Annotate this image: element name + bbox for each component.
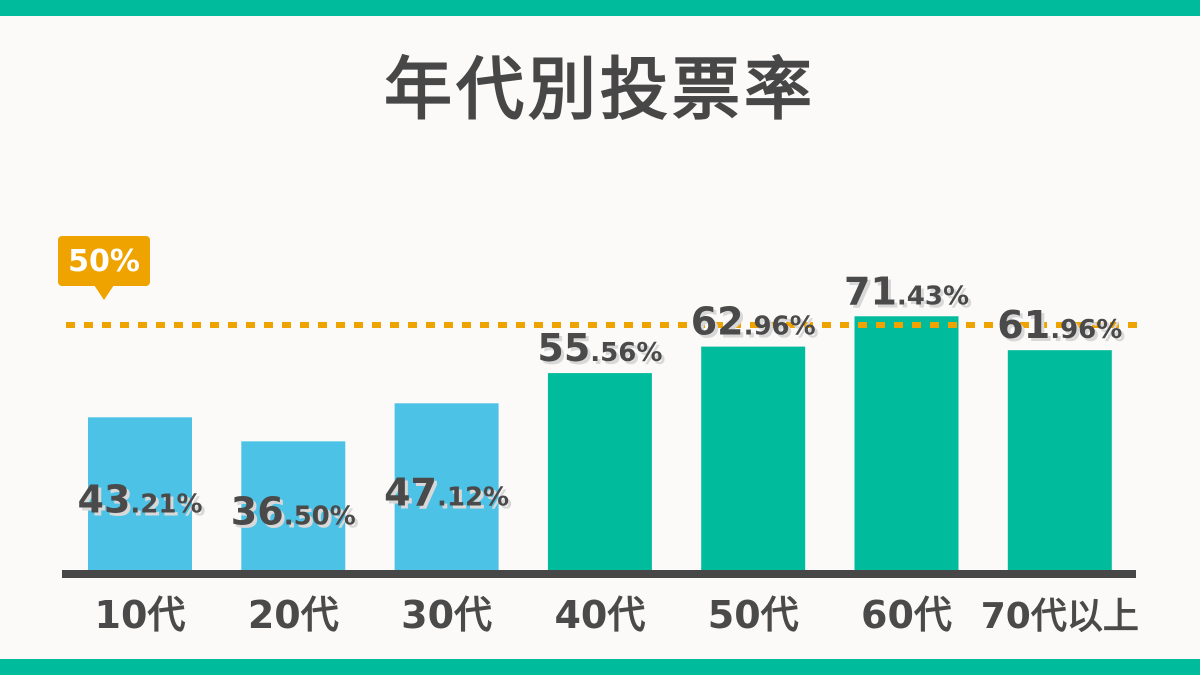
bar-60代	[854, 316, 959, 572]
bar-10代	[88, 417, 192, 572]
bar-50代	[701, 346, 806, 572]
data-label: 62.96%	[691, 300, 816, 344]
data-label-shadow: 62.96%	[694, 303, 819, 347]
category-label: 30代	[401, 593, 492, 637]
data-label-group: 55.56%55.56%	[537, 326, 665, 373]
data-label: 36.50%	[231, 490, 356, 534]
data-label-group: 43.21%43.21%	[78, 478, 206, 525]
data-label: 71.43%	[844, 269, 969, 313]
data-label-shadow: 36.50%	[234, 493, 359, 537]
data-label-group: 36.50%36.50%	[231, 490, 359, 537]
bar-40代	[547, 373, 652, 572]
category-label: 10代	[95, 593, 186, 637]
category-label: 50代	[708, 593, 799, 637]
category-label: 60代	[861, 593, 952, 637]
top-band	[0, 0, 1200, 16]
reference-badge: 50%	[58, 236, 150, 300]
category-label: 40代	[554, 593, 645, 637]
data-label-shadow: 55.56%	[540, 329, 665, 373]
data-label: 43.21%	[78, 478, 203, 522]
data-label-shadow: 47.12%	[387, 474, 512, 518]
data-label-group: 61.96%61.96%	[997, 303, 1125, 350]
data-label-shadow: 61.96%	[1000, 306, 1125, 350]
data-label: 61.96%	[997, 303, 1122, 347]
bottom-band	[0, 659, 1200, 675]
data-label-group: 71.43%71.43%	[844, 269, 972, 316]
data-label-shadow: 71.43%	[847, 272, 972, 316]
category-label: 20代	[248, 593, 339, 637]
bar-70代以上	[1007, 350, 1112, 572]
data-label-group: 47.12%47.12%	[384, 471, 512, 518]
chart-title: 年代別投票率	[383, 51, 816, 130]
data-label-group: 62.96%62.96%	[691, 300, 819, 347]
data-label-shadow: 43.21%	[81, 481, 206, 525]
category-label: 70代以上	[981, 596, 1139, 637]
bar-20代	[241, 441, 346, 572]
data-label: 55.56%	[537, 326, 662, 370]
bar-30代	[394, 403, 499, 572]
data-label: 47.12%	[384, 471, 509, 515]
